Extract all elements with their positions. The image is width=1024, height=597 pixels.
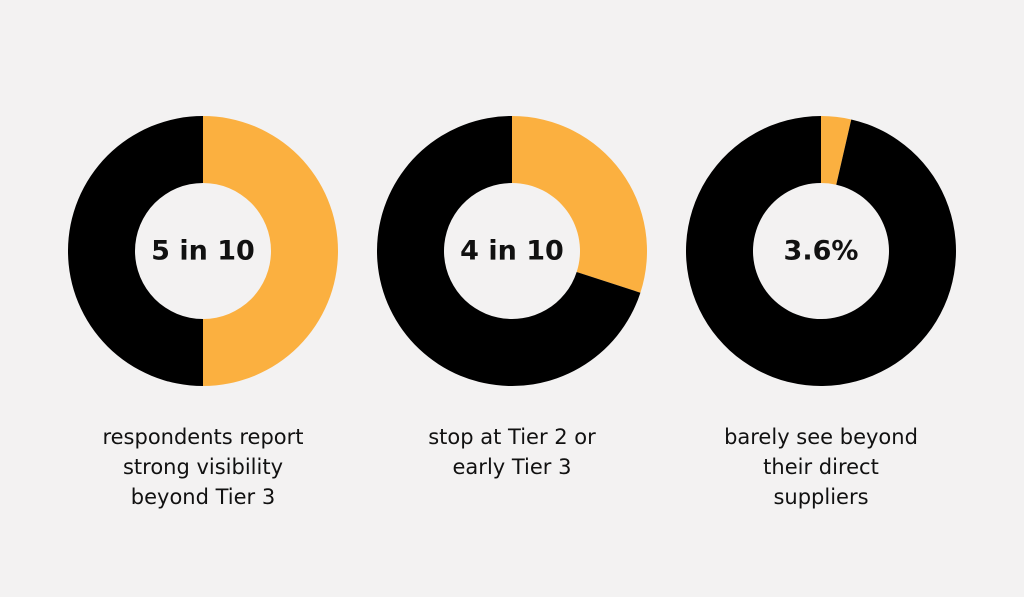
donut-chart-2: 4 in 10 stop at Tier 2 or early Tier 3: [362, 116, 662, 482]
donut-svg: 4 in 10: [377, 116, 647, 386]
donut-chart-1: 5 in 10 respondents report strong visibi…: [53, 116, 353, 512]
donut-svg: 5 in 10: [68, 116, 338, 386]
donut-svg: 3.6%: [686, 116, 956, 386]
donut-chart-3: 3.6% barely see beyond their direct supp…: [671, 116, 971, 512]
donut-segment-highlighted: [512, 116, 647, 293]
donut-center-label: 5 in 10: [151, 236, 255, 267]
donut-segment-highlighted: [203, 116, 338, 386]
donut-segment-remainder: [686, 116, 956, 386]
donut-segment-remainder: [68, 116, 203, 386]
donut-caption: barely see beyond their direct suppliers: [724, 425, 918, 509]
donut-caption: respondents report strong visibility bey…: [102, 425, 304, 509]
donut-segment-remainder: [377, 116, 641, 386]
donut-segment-highlighted: [821, 116, 852, 185]
donut-center-label: 4 in 10: [460, 236, 564, 267]
donut-caption: stop at Tier 2 or early Tier 3: [428, 425, 596, 479]
donut-center-label: 3.6%: [784, 236, 859, 267]
